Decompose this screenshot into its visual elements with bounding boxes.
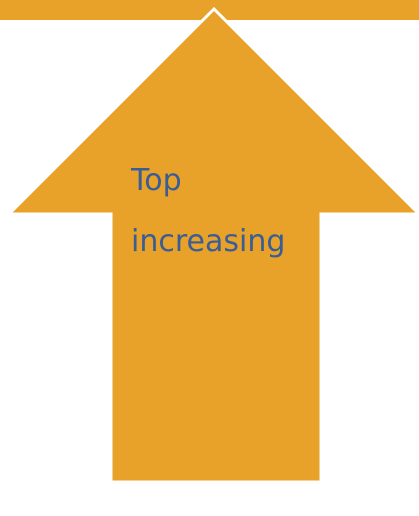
arrow-label-line-1: Top xyxy=(131,163,182,198)
up-arrow-shape xyxy=(5,6,419,484)
top-band xyxy=(0,0,419,20)
arrow-label-line-2: increasing xyxy=(131,224,286,259)
